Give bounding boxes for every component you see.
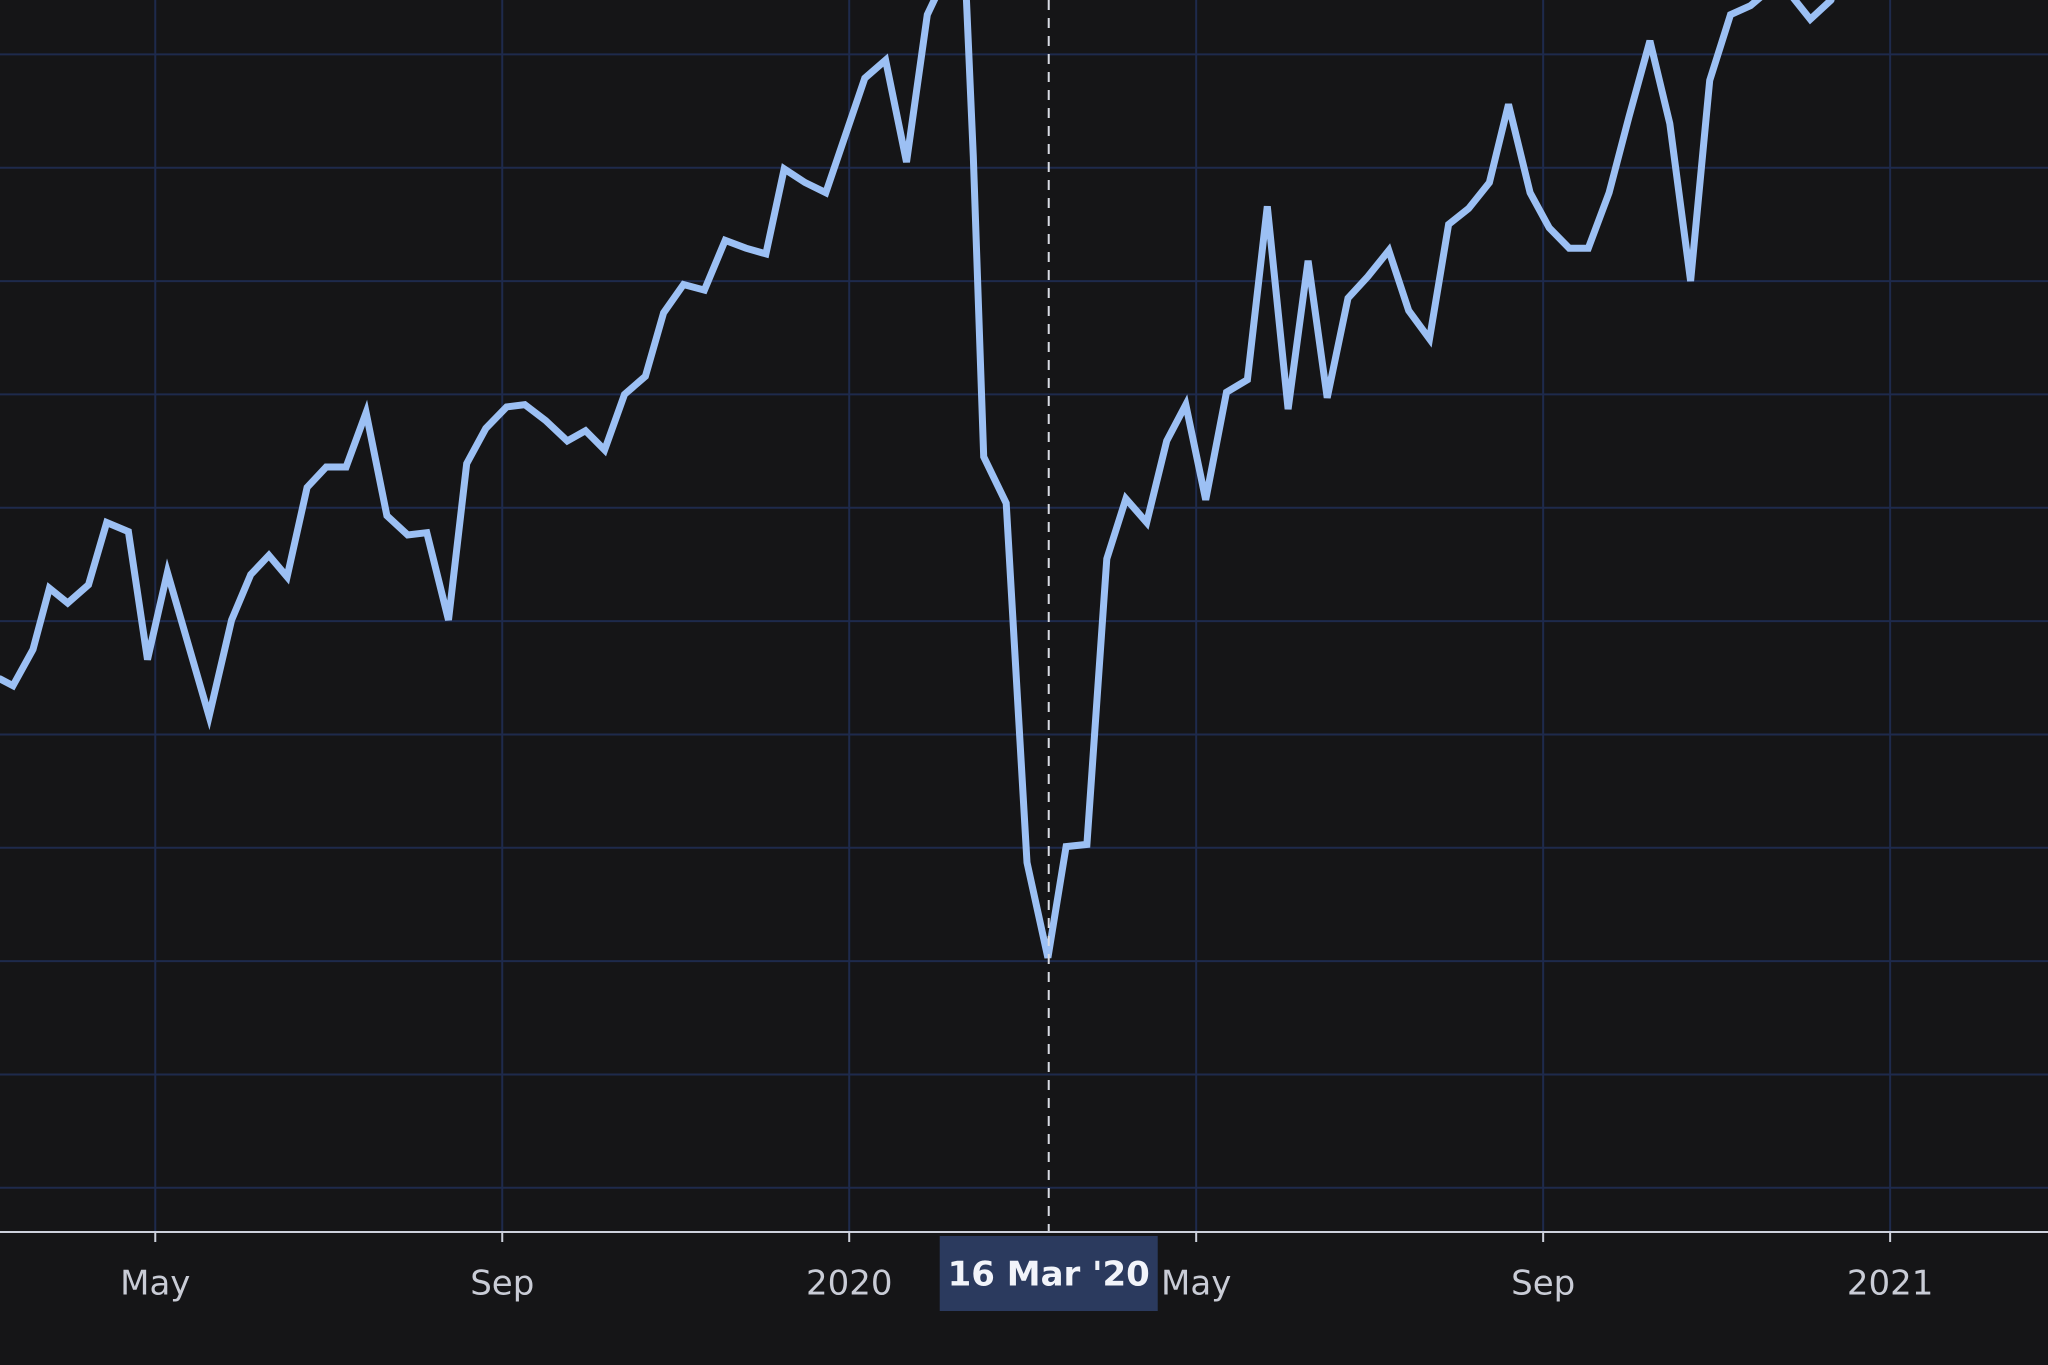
x-tick-label: May: [120, 1264, 190, 1304]
crosshair-label-box: [939, 1236, 1158, 1311]
price-line: [0, 0, 1835, 959]
crosshair-label: 16 Mar '20: [948, 1255, 1150, 1295]
x-tick-label: Sep: [1511, 1264, 1575, 1304]
x-tick-label: Sep: [470, 1264, 534, 1304]
x-tick-label: 2021: [1847, 1264, 1934, 1304]
plot-area: [0, 0, 1835, 1232]
x-tick-label: May: [1161, 1264, 1231, 1304]
x-axis: May Sep 2020 May Sep 2021 16 Mar '20: [120, 1232, 1933, 1311]
grid: [0, 0, 2048, 1232]
x-tick-label: 2020: [806, 1264, 893, 1304]
